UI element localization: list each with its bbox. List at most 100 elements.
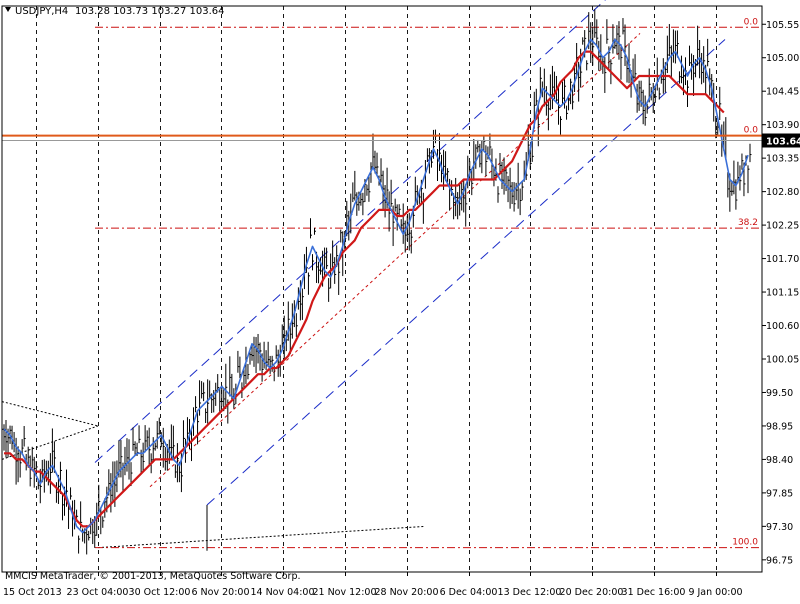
price-bar bbox=[626, 60, 629, 83]
x-tick-label: 15 Oct 2013 bbox=[3, 587, 62, 598]
price-bar bbox=[229, 356, 232, 397]
price-bar bbox=[255, 337, 258, 374]
x-tick-label: 6 Dec 04:00 bbox=[440, 587, 498, 598]
x-tick-label: 9 Jan 00:00 bbox=[688, 587, 742, 598]
price-bar bbox=[620, 44, 623, 80]
x-tick-label: 13 Dec 12:00 bbox=[498, 587, 562, 598]
price-bar bbox=[632, 58, 635, 83]
price-bar bbox=[326, 247, 329, 270]
price-bar bbox=[668, 24, 671, 57]
price-bar bbox=[195, 396, 198, 413]
price-bar bbox=[39, 468, 42, 504]
current-price-badge bbox=[762, 133, 800, 148]
price-bar bbox=[70, 487, 73, 500]
price-bar bbox=[221, 385, 224, 407]
price-bar bbox=[707, 38, 710, 67]
price-bar bbox=[537, 101, 540, 147]
fibonacci-levels[interactable]: 0.0 0.0 38.2 100.0 bbox=[95, 17, 762, 549]
x-tick-label: 23 Oct 04:00 bbox=[67, 587, 129, 598]
price-bar bbox=[340, 229, 343, 243]
y-tick-label: 105.00 bbox=[766, 53, 799, 64]
price-bar bbox=[251, 345, 254, 361]
price-bar bbox=[493, 167, 496, 187]
channel-lower-line[interactable] bbox=[206, 39, 726, 506]
price-bar bbox=[503, 157, 506, 195]
price-bar bbox=[689, 45, 692, 66]
price-bar bbox=[277, 349, 280, 377]
price-bar bbox=[733, 160, 736, 195]
dotted-line bbox=[1, 401, 99, 427]
price-bar bbox=[652, 82, 655, 113]
price-bar bbox=[719, 86, 722, 120]
price-bar bbox=[396, 204, 399, 231]
price-bar bbox=[380, 158, 383, 183]
copyright-text: MMCIS MetaTrader, © 2001-2013, MetaQuote… bbox=[5, 571, 301, 582]
triangle-down-icon[interactable] bbox=[5, 7, 11, 12]
trend-channel[interactable] bbox=[94, 0, 726, 551]
price-bar bbox=[394, 198, 397, 212]
y-tick-label: 99.50 bbox=[766, 388, 793, 399]
price-bar bbox=[644, 95, 647, 126]
price-bar bbox=[170, 424, 173, 459]
price-bar bbox=[197, 410, 200, 445]
price-bar bbox=[443, 149, 446, 191]
price-bar bbox=[701, 52, 704, 85]
price-bar bbox=[120, 440, 123, 478]
price-bar bbox=[410, 229, 413, 254]
price-bar bbox=[465, 184, 468, 227]
price-bar bbox=[324, 247, 327, 279]
price-bar bbox=[568, 96, 571, 111]
price-bar bbox=[674, 30, 677, 64]
price-bar bbox=[618, 21, 621, 60]
price-bar bbox=[590, 22, 593, 63]
price-bar bbox=[102, 516, 105, 528]
price-bar bbox=[658, 87, 661, 100]
price-bar bbox=[205, 408, 208, 423]
horizontal-line-group[interactable]: 103.64 bbox=[2, 133, 800, 148]
price-bar bbox=[295, 313, 298, 337]
price-bar bbox=[269, 355, 272, 374]
price-bar bbox=[445, 151, 448, 182]
price-bar bbox=[3, 424, 6, 451]
price-bar bbox=[747, 165, 750, 194]
price-bar bbox=[509, 167, 512, 209]
price-bar bbox=[158, 417, 161, 435]
price-bar bbox=[604, 57, 607, 93]
price-bar bbox=[612, 24, 615, 54]
y-tick-label: 98.95 bbox=[766, 421, 793, 432]
price-bar bbox=[328, 278, 331, 302]
price-bar bbox=[88, 530, 91, 541]
x-tick-label: 28 Nov 20:00 bbox=[374, 587, 438, 598]
price-bar bbox=[182, 420, 185, 448]
plot-frame bbox=[1, 5, 763, 573]
price-bar bbox=[598, 40, 601, 71]
price-bar bbox=[388, 191, 391, 232]
price-bar bbox=[592, 26, 595, 66]
price-bar bbox=[138, 425, 141, 444]
y-tick-label: 100.60 bbox=[766, 321, 799, 332]
price-bar bbox=[243, 367, 246, 390]
price-bar bbox=[257, 333, 260, 364]
price-bar bbox=[126, 438, 129, 472]
price-bar bbox=[447, 168, 450, 183]
y-tick-label: 97.30 bbox=[766, 522, 793, 533]
price-bar bbox=[338, 262, 341, 295]
price-bar bbox=[247, 363, 250, 380]
x-tick-label: 31 Dec 16:00 bbox=[622, 587, 686, 598]
price-bar bbox=[511, 182, 514, 204]
y-tick-label: 98.40 bbox=[766, 455, 793, 466]
price-bar bbox=[606, 19, 609, 44]
price-bar bbox=[307, 272, 310, 295]
price-bar bbox=[406, 215, 409, 241]
price-bar bbox=[356, 192, 359, 216]
price-bar bbox=[362, 192, 365, 216]
price-bar bbox=[21, 439, 24, 455]
price-bar bbox=[586, 60, 589, 71]
y-tick-label: 102.25 bbox=[766, 221, 799, 232]
price-bar bbox=[670, 45, 673, 78]
channel-upper-line[interactable] bbox=[94, 0, 612, 463]
fib-level-label: 0.0 bbox=[744, 17, 759, 27]
